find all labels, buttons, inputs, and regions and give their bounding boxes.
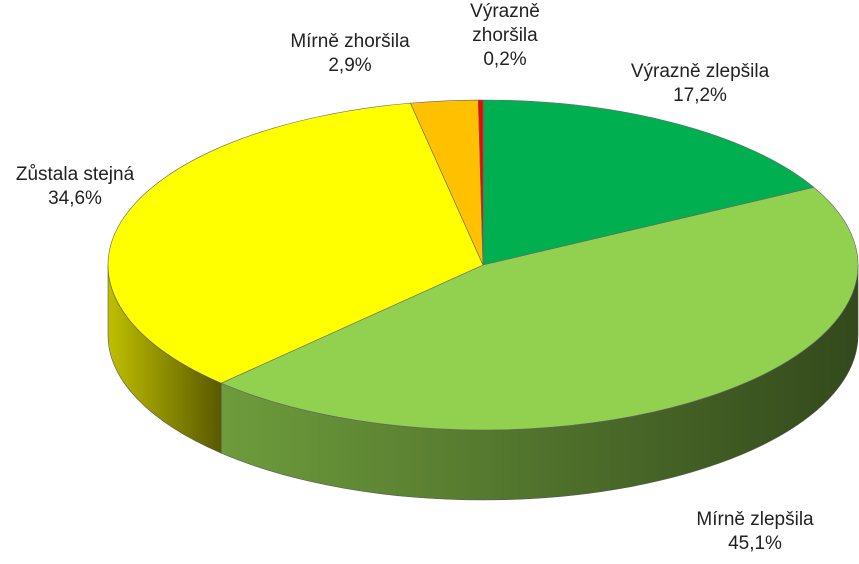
slice	[220, 187, 859, 431]
value-label: 17,2%	[673, 85, 727, 106]
slice-label: Výrazně zhoršila 0,2%	[455, 0, 555, 72]
category-label: Výrazně zlepšila	[630, 61, 770, 82]
category-label: Mírně zhoršila	[290, 31, 410, 52]
slice-label: Zůstala stejná 34,6%	[0, 163, 150, 211]
slice	[107, 102, 484, 384]
slice	[482, 99, 815, 266]
category-label: Mírně zlepšila	[696, 509, 814, 530]
slice	[477, 99, 484, 266]
value-label: 45,1%	[728, 533, 782, 554]
slice-label: Mírně zlepšila 45,1%	[655, 508, 855, 556]
value-label: 2,9%	[328, 55, 372, 76]
slice-label: Výrazně zlepšila 17,2%	[600, 60, 800, 108]
category-label: Výrazně zhoršila	[470, 1, 540, 46]
value-label: 34,6%	[48, 188, 102, 209]
slice-label: Mírně zhoršila 2,9%	[270, 30, 430, 78]
value-label: 0,2%	[483, 49, 527, 70]
category-label: Zůstala stejná	[15, 164, 135, 185]
